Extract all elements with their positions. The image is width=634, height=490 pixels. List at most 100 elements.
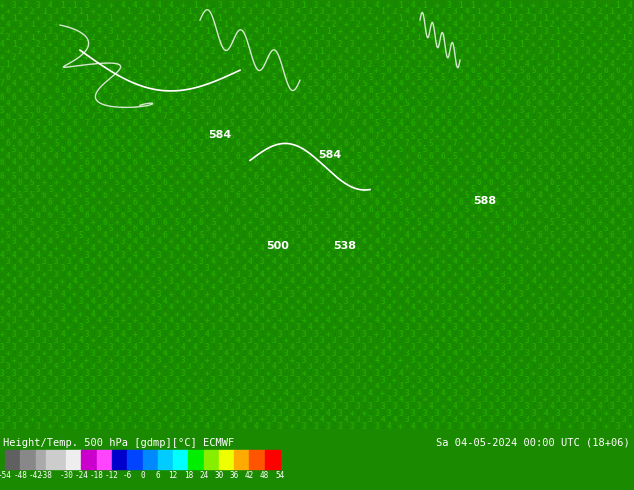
Text: +: + <box>392 106 397 115</box>
Text: 6: 6 <box>362 231 366 240</box>
Text: 3: 3 <box>139 369 143 378</box>
Text: 3: 3 <box>513 277 517 286</box>
Text: 3: 3 <box>622 415 626 424</box>
Text: 4: 4 <box>350 244 354 253</box>
Text: 5: 5 <box>422 66 427 75</box>
Text: 3: 3 <box>145 343 149 352</box>
Text: +: + <box>392 257 397 266</box>
Text: +: + <box>519 172 524 181</box>
Text: 6: 6 <box>585 172 590 181</box>
Text: 3: 3 <box>12 343 16 352</box>
Text: 6: 6 <box>254 158 258 168</box>
Text: +: + <box>193 165 198 174</box>
Text: +: + <box>133 14 137 23</box>
Text: 4: 4 <box>434 415 439 424</box>
Text: 4: 4 <box>616 270 620 279</box>
Text: 3: 3 <box>465 402 469 411</box>
Text: 3: 3 <box>205 376 210 385</box>
Text: +: + <box>133 27 137 36</box>
Text: 4: 4 <box>628 79 632 89</box>
Text: 3: 3 <box>350 402 354 411</box>
Text: 4: 4 <box>495 336 500 345</box>
Text: 6: 6 <box>90 204 95 214</box>
Text: 3: 3 <box>386 409 391 417</box>
Text: +: + <box>283 218 288 227</box>
Bar <box>234 450 249 469</box>
Text: 4: 4 <box>441 363 445 371</box>
Text: 6: 6 <box>525 198 529 207</box>
Text: +: + <box>501 296 505 306</box>
Text: 3: 3 <box>127 296 131 306</box>
Text: 6: 6 <box>549 224 554 233</box>
Text: 5: 5 <box>24 93 29 101</box>
Text: 3: 3 <box>241 336 246 345</box>
Text: 3: 3 <box>519 277 524 286</box>
Text: 5: 5 <box>151 178 155 187</box>
Text: 4: 4 <box>175 158 179 168</box>
Text: 1: 1 <box>6 60 10 69</box>
Text: 3: 3 <box>175 363 179 371</box>
Text: +: + <box>561 296 566 306</box>
Text: 3: 3 <box>338 382 342 391</box>
Text: +: + <box>271 218 276 227</box>
Text: +: + <box>247 244 252 253</box>
Text: 6: 6 <box>525 224 529 233</box>
Text: 3: 3 <box>374 409 378 417</box>
Text: 3: 3 <box>404 323 409 332</box>
Text: 3: 3 <box>266 395 270 404</box>
Text: 4: 4 <box>254 296 258 306</box>
Text: +: + <box>295 296 300 306</box>
Text: 5: 5 <box>283 192 288 200</box>
Text: 3: 3 <box>295 402 300 411</box>
Text: 3: 3 <box>537 296 541 306</box>
Text: +: + <box>0 257 4 266</box>
Text: 3: 3 <box>278 369 282 378</box>
Text: +: + <box>133 277 137 286</box>
Text: +: + <box>579 250 584 260</box>
Text: +: + <box>441 218 445 227</box>
Text: 4: 4 <box>320 323 325 332</box>
Text: 3: 3 <box>145 33 149 43</box>
Text: 4: 4 <box>307 343 313 352</box>
Text: 3: 3 <box>290 323 294 332</box>
Text: 3: 3 <box>567 7 572 16</box>
Text: 1: 1 <box>241 47 246 55</box>
Text: +: + <box>42 389 46 398</box>
Text: 3: 3 <box>392 389 397 398</box>
Text: +: + <box>223 198 228 207</box>
Text: 5: 5 <box>223 93 228 101</box>
Text: 1: 1 <box>616 0 620 9</box>
Text: 3: 3 <box>42 330 46 339</box>
Text: +: + <box>470 343 476 352</box>
Text: 4: 4 <box>374 250 378 260</box>
Text: 6: 6 <box>495 66 500 75</box>
Text: 4: 4 <box>266 0 270 9</box>
Text: 5: 5 <box>604 119 608 128</box>
Text: 6: 6 <box>271 125 276 135</box>
Text: 4: 4 <box>307 323 313 332</box>
Text: +: + <box>314 296 318 306</box>
Text: 4: 4 <box>332 218 337 227</box>
Text: 6: 6 <box>295 165 300 174</box>
Text: 4: 4 <box>54 363 59 371</box>
Text: 0: 0 <box>140 471 145 480</box>
Text: 6: 6 <box>477 192 481 200</box>
Text: 3: 3 <box>458 376 463 385</box>
Text: 3: 3 <box>6 244 10 253</box>
Text: 5: 5 <box>616 165 620 174</box>
Text: 4: 4 <box>247 257 252 266</box>
Text: 6: 6 <box>211 112 216 122</box>
Text: +: + <box>163 284 167 293</box>
Text: 6: 6 <box>501 106 505 115</box>
Text: 7: 7 <box>259 112 264 122</box>
Text: 4: 4 <box>555 415 560 424</box>
Text: 5: 5 <box>247 146 252 154</box>
Text: 6: 6 <box>30 132 34 141</box>
Text: 5: 5 <box>386 211 391 220</box>
Text: 3: 3 <box>604 303 608 312</box>
Text: 4: 4 <box>531 284 536 293</box>
Text: 4: 4 <box>314 277 318 286</box>
Text: 3: 3 <box>151 264 155 273</box>
Text: 5: 5 <box>417 86 421 95</box>
Text: +: + <box>458 409 463 417</box>
